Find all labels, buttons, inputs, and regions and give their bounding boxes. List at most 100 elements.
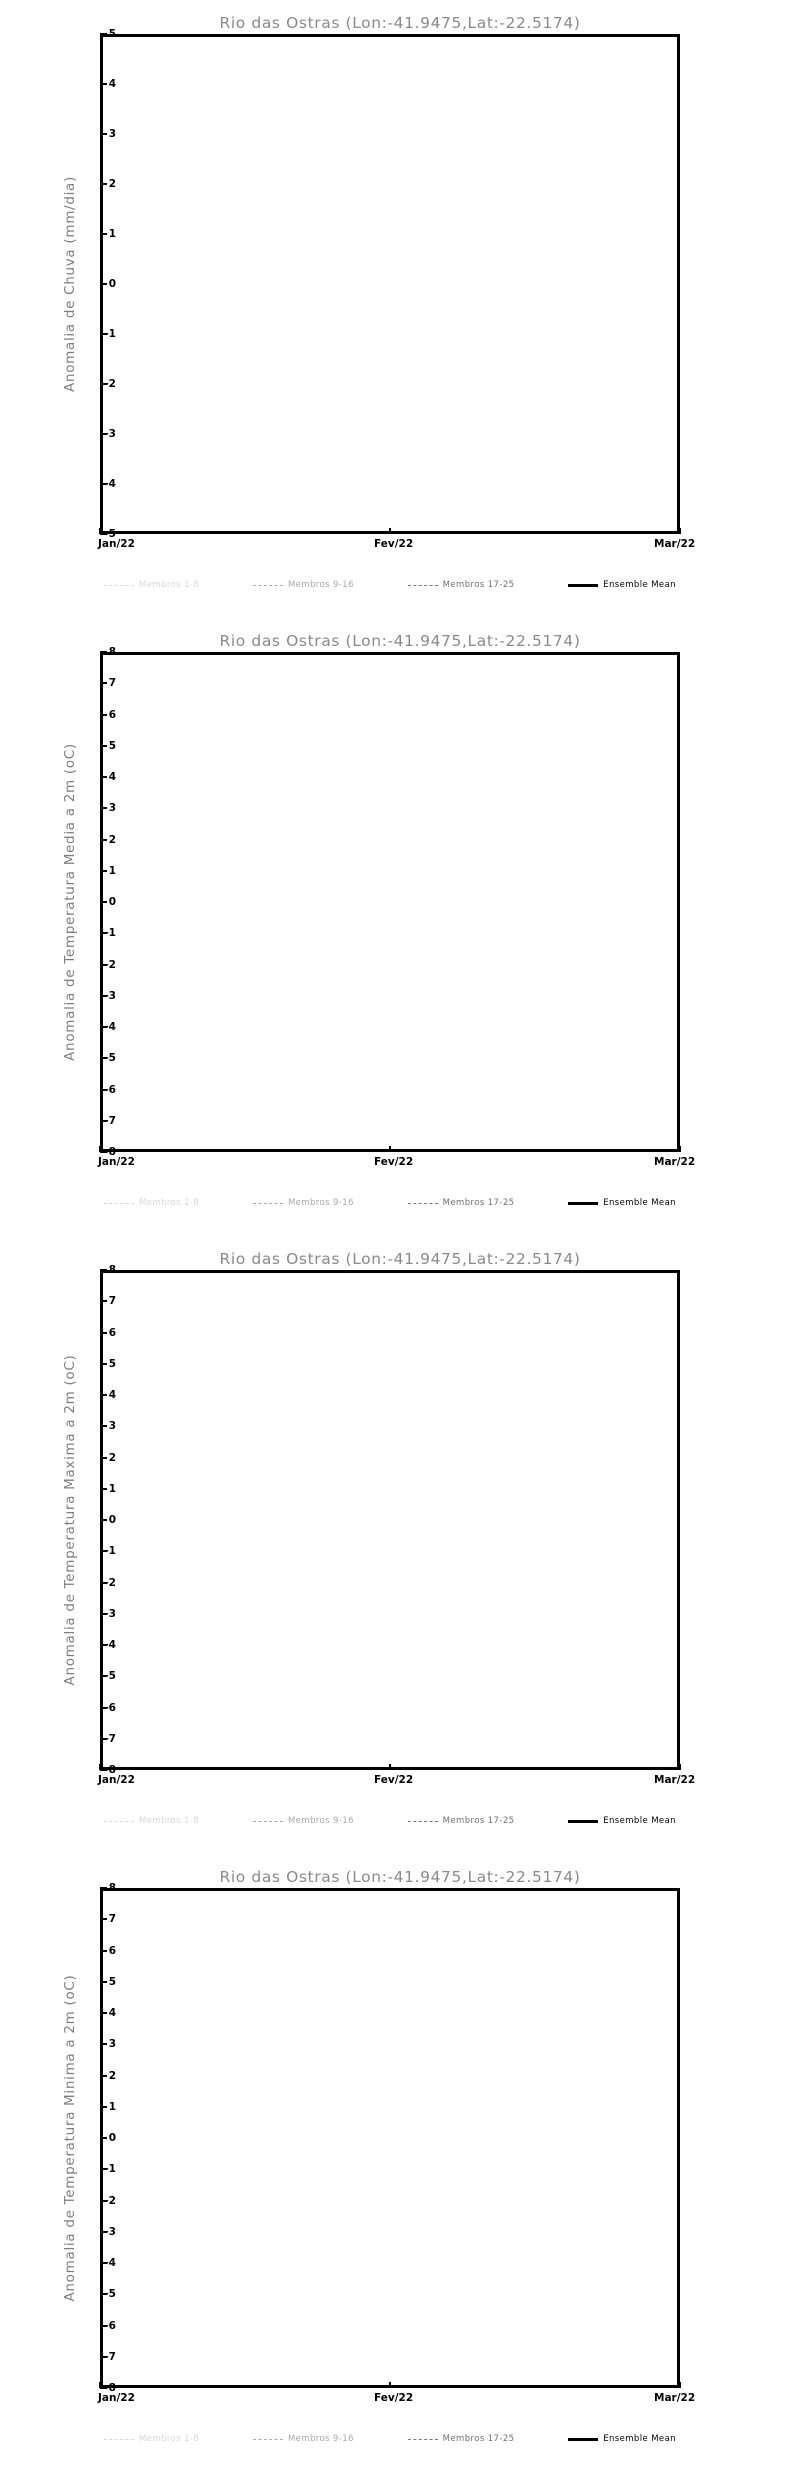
plot-area bbox=[100, 1270, 680, 1770]
legend-label: Membros 9-16 bbox=[287, 1816, 354, 1826]
y-tick-label: -5 bbox=[104, 528, 116, 540]
x-tick-mark bbox=[679, 1146, 681, 1152]
y-tick-label: 4 bbox=[108, 1389, 116, 1401]
y-tick-mark bbox=[100, 233, 107, 235]
y-tick-mark bbox=[100, 1456, 107, 1459]
y-tick-label: -6 bbox=[104, 1083, 116, 1096]
y-tick-mark bbox=[100, 1057, 107, 1060]
plot-frame bbox=[100, 1270, 680, 1770]
y-tick-label: -7 bbox=[104, 2350, 116, 2363]
y-tick-label: 5 bbox=[108, 739, 116, 752]
y-tick-label: 1 bbox=[108, 1482, 116, 1495]
legend-label: Membros 17-25 bbox=[442, 2434, 515, 2444]
legend-item[interactable]: Membros 1-8 bbox=[104, 580, 199, 590]
legend-label: Ensemble Mean bbox=[603, 580, 676, 590]
legend-label: Membros 9-16 bbox=[287, 1198, 354, 1208]
y-tick-label: 0 bbox=[108, 1514, 116, 1526]
y-tick-label: -4 bbox=[104, 478, 116, 490]
y-tick-mark bbox=[100, 1362, 107, 1365]
y-tick-label: 0 bbox=[108, 896, 116, 908]
y-tick-mark bbox=[100, 932, 107, 935]
x-tick-label: Mar/22 bbox=[654, 1774, 696, 1786]
y-tick-label: 5 bbox=[108, 1975, 116, 1988]
legend-swatch-icon bbox=[568, 1819, 599, 1823]
x-tick-mark bbox=[679, 1764, 681, 1770]
chart-legend: Membros 1-8 Membros 9-16 Membros 17-25 Ense… bbox=[100, 2430, 680, 2448]
chart-panel-temp-media: Rio das Ostras (Lon:-41.9475,Lat:-22.517… bbox=[0, 618, 800, 1236]
legend-label: Membros 1-8 bbox=[139, 1198, 200, 1208]
legend-item[interactable]: Membros 1-8 bbox=[104, 1198, 199, 1208]
x-tick-mark bbox=[99, 528, 101, 534]
plot-frame bbox=[100, 34, 680, 534]
chart-panel-chuva: Rio das Ostras (Lon:-41.9475,Lat:-22.517… bbox=[0, 0, 800, 618]
y-tick-label: 2 bbox=[108, 178, 116, 190]
legend-swatch-icon bbox=[104, 584, 134, 586]
x-tick-label: Fev/22 bbox=[374, 1156, 414, 1168]
legend-swatch-icon bbox=[407, 1202, 438, 1204]
y-tick-label: 3 bbox=[108, 802, 116, 815]
y-tick-label: -6 bbox=[104, 1701, 116, 1714]
y-tick-mark bbox=[100, 1088, 107, 1091]
legend-item[interactable]: Membros 9-16 bbox=[252, 580, 354, 590]
y-tick-mark bbox=[100, 33, 107, 35]
x-tick-mark bbox=[389, 528, 391, 534]
y-tick-label: -1 bbox=[104, 328, 116, 340]
plot-frame bbox=[100, 652, 680, 1152]
legend-item[interactable]: Ensemble Mean bbox=[568, 2434, 676, 2444]
y-tick-mark bbox=[100, 483, 107, 485]
y-tick-label: -2 bbox=[104, 2194, 116, 2207]
legend-item[interactable]: Membros 17-25 bbox=[407, 1816, 515, 1826]
y-tick-label: -3 bbox=[104, 2225, 116, 2238]
y-tick-mark bbox=[100, 994, 107, 997]
plot-area bbox=[100, 1888, 680, 2388]
y-tick-label: -1 bbox=[104, 927, 116, 940]
legend-item[interactable]: Membros 17-25 bbox=[407, 580, 515, 590]
y-tick-label: 8 bbox=[108, 646, 116, 658]
legend-item[interactable]: Membros 9-16 bbox=[252, 2434, 354, 2444]
legend-label: Membros 9-16 bbox=[287, 2434, 354, 2444]
legend-item[interactable]: Ensemble Mean bbox=[568, 580, 676, 590]
y-tick-mark bbox=[100, 1980, 107, 1983]
y-tick-mark bbox=[100, 1269, 107, 1271]
y-tick-label: -4 bbox=[104, 1639, 116, 1651]
legend-swatch-icon bbox=[252, 2438, 283, 2440]
legend-item[interactable]: Membros 17-25 bbox=[407, 1198, 515, 1208]
legend-item[interactable]: Membros 1-8 bbox=[104, 1816, 199, 1826]
y-tick-label: 1 bbox=[108, 228, 116, 240]
legend-item[interactable]: Membros 17-25 bbox=[407, 2434, 515, 2444]
y-tick-label: -3 bbox=[104, 1607, 116, 1620]
x-tick-label: Fev/22 bbox=[374, 538, 414, 550]
y-tick-mark bbox=[100, 2199, 107, 2202]
y-tick-mark bbox=[100, 963, 107, 966]
y-tick-mark bbox=[100, 2324, 107, 2327]
y-tick-mark bbox=[100, 133, 107, 135]
y-tick-mark bbox=[100, 1331, 107, 1334]
y-tick-mark bbox=[100, 1425, 107, 1428]
y-tick-mark bbox=[100, 713, 107, 716]
chart-legend: Membros 1-8 Membros 9-16 Membros 17-25 Ense… bbox=[100, 1812, 680, 1830]
y-tick-mark bbox=[100, 2043, 107, 2046]
legend-swatch-icon bbox=[104, 1202, 134, 1204]
y-tick-mark bbox=[100, 838, 107, 841]
y-tick-mark bbox=[100, 183, 107, 185]
y-tick-label: 0 bbox=[108, 2132, 116, 2144]
legend-label: Membros 9-16 bbox=[287, 580, 354, 590]
y-tick-mark bbox=[100, 1581, 107, 1584]
legend-item[interactable]: Membros 9-16 bbox=[252, 1816, 354, 1826]
y-tick-label: 2 bbox=[108, 833, 116, 846]
y-tick-label: 3 bbox=[108, 1420, 116, 1433]
y-tick-mark bbox=[100, 2355, 107, 2358]
legend-item[interactable]: Membros 1-8 bbox=[104, 2434, 199, 2444]
y-tick-mark bbox=[100, 1487, 107, 1490]
y-tick-mark bbox=[100, 283, 107, 285]
legend-item[interactable]: Ensemble Mean bbox=[568, 1198, 676, 1208]
legend-label: Membros 17-25 bbox=[442, 1198, 515, 1208]
chart-title: Rio das Ostras (Lon:-41.9475,Lat:-22.517… bbox=[219, 1250, 581, 1268]
y-tick-mark bbox=[100, 2137, 107, 2139]
y-tick-mark bbox=[100, 1887, 107, 1889]
legend-item[interactable]: Ensemble Mean bbox=[568, 1816, 676, 1826]
y-tick-label: 7 bbox=[108, 1913, 116, 1926]
legend-swatch-icon bbox=[104, 2438, 134, 2440]
legend-item[interactable]: Membros 9-16 bbox=[252, 1198, 354, 1208]
